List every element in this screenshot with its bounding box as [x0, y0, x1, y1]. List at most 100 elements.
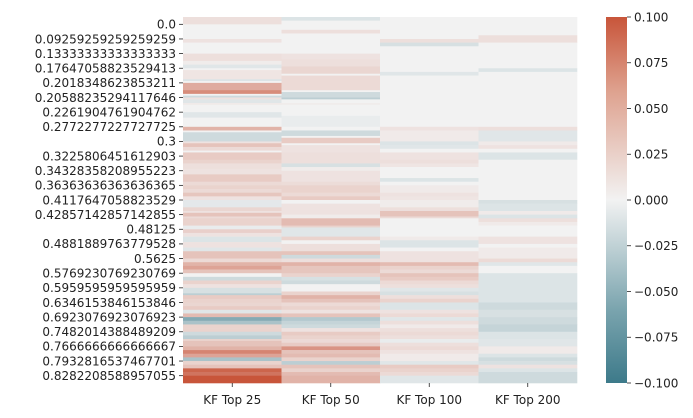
heatmap-cell-3-9 — [478, 130, 578, 142]
heatmap-cell-0-14 — [183, 95, 282, 98]
heatmap-cell-1-38 — [281, 227, 381, 237]
heatmap-cell-1-52 — [281, 291, 381, 296]
heatmap-cell-1-18 — [281, 126, 381, 131]
heatmap-cell-0-12 — [183, 90, 282, 95]
heatmap-cell-3-30 — [478, 302, 578, 311]
heatmap-cell-3-8 — [478, 126, 578, 131]
heatmap-cell-2-9 — [380, 130, 479, 142]
heatmap-cell-0-76 — [183, 350, 282, 355]
heatmap-cell-0-18 — [183, 104, 282, 113]
heatmap-cell-1-44 — [281, 258, 381, 263]
y-tick-label-11: 0.36363636363636365 — [35, 179, 176, 193]
heatmap-cell-1-40 — [281, 240, 381, 245]
heatmap-cell-1-22 — [281, 143, 381, 146]
heatmap-cell-2-29 — [380, 240, 479, 248]
heatmap-cell-1-66 — [281, 342, 381, 347]
heatmap-cell-0-10 — [183, 81, 282, 84]
heatmap-cell-2-58 — [380, 364, 479, 369]
heatmap-cell-1-9 — [281, 75, 381, 80]
heatmap-cell-0-59 — [183, 287, 282, 294]
heatmap-cell-0-5 — [183, 60, 282, 65]
x-tick-label-3: KF Top 200 — [495, 393, 561, 407]
heatmap-cell-3-20 — [478, 218, 578, 223]
heatmap-cell-0-54 — [183, 269, 282, 274]
heatmap-cell-3-15 — [478, 163, 578, 201]
heatmap-cell-0-74 — [183, 340, 282, 347]
heatmap-cell-1-42 — [281, 251, 381, 256]
heatmap-cell-0-29 — [183, 159, 282, 164]
heatmap-cell-3-10 — [478, 141, 578, 146]
heatmap-cell-1-68 — [281, 350, 381, 355]
y-tick-label-10: 0.34328358208955223 — [35, 164, 176, 178]
heatmap-cell-0-9 — [183, 79, 282, 82]
colorbar-tick-label-2: 0.050 — [634, 102, 668, 116]
heatmap-cell-2-34 — [380, 269, 479, 274]
y-tick-label-7: 0.2772277227727725 — [42, 120, 176, 134]
heatmap-cell-2-54 — [380, 346, 479, 351]
heatmap-cell-1-36 — [281, 218, 381, 226]
heatmap-cell-2-47 — [380, 320, 479, 325]
heatmap-cell-1-37 — [281, 225, 381, 228]
heatmap-cell-0-71 — [183, 331, 282, 336]
heatmap-cell-1-19 — [281, 130, 381, 137]
heatmap-cell-0-13 — [183, 93, 282, 96]
heatmap-cell-2-24 — [380, 210, 479, 217]
colorbar-tick-label-8: −0.100 — [634, 376, 678, 390]
heatmap-cell-0-81 — [183, 368, 282, 373]
colorbar-gradient — [606, 17, 627, 383]
heatmap-cell-2-8 — [380, 126, 479, 131]
heatmap-cell-1-11 — [281, 90, 381, 93]
heatmap-cell-0-3 — [183, 42, 282, 54]
heatmap-cell-2-36 — [380, 276, 479, 281]
heatmap-cell-2-37 — [380, 280, 479, 285]
heatmap-cell-0-61 — [183, 295, 282, 300]
heatmap-cell-0-17 — [183, 103, 282, 106]
heatmap-cell-0-58 — [183, 284, 282, 289]
colorbar-tick-label-1: 0.075 — [634, 56, 668, 70]
heatmap-cell-0-62 — [183, 298, 282, 303]
colorbar-tick-label-5: −0.025 — [634, 239, 678, 253]
heatmap-cell-3-3 — [478, 46, 578, 54]
heatmap-cell-2-13 — [380, 152, 479, 161]
heatmap-cell-2-56 — [380, 353, 479, 362]
heatmap-cell-0-26 — [183, 146, 282, 151]
x-tick-label-2: KF Top 100 — [396, 393, 462, 407]
heatmap-cell-1-16 — [281, 104, 381, 117]
heatmap-cell-1-20 — [281, 135, 381, 139]
heatmap-cell-3-35 — [478, 339, 578, 347]
heatmap-cell-0-53 — [183, 265, 282, 270]
heatmap-cell-1-75 — [281, 375, 381, 384]
heatmap-cell-1-71 — [281, 361, 381, 365]
heatmap-cell-1-69 — [281, 353, 381, 358]
heatmap-cell-1-26 — [281, 167, 381, 172]
heatmap-cell-0-50 — [183, 251, 282, 259]
heatmap-cell-2-39 — [380, 287, 479, 292]
heatmap-cell-0-19 — [183, 112, 282, 118]
heatmap-cell-2-32 — [380, 262, 479, 267]
heatmap-cell-0-38 — [183, 200, 282, 208]
heatmap-cell-0-55 — [183, 273, 282, 278]
heatmap-cell-2-10 — [380, 141, 479, 146]
heatmap-cell-0-33 — [183, 181, 282, 186]
heatmap-cell-0-40 — [183, 210, 282, 214]
heatmap-cell-2-52 — [380, 339, 479, 344]
heatmap-cell-0-68 — [183, 320, 282, 325]
heatmap-cell-0-31 — [183, 168, 282, 175]
heatmap-cell-2-48 — [380, 324, 479, 329]
heatmap-cell-2-18 — [380, 181, 479, 186]
heatmap-cell-1-21 — [281, 137, 381, 144]
heatmap-cell-0-52 — [183, 262, 282, 267]
heatmap-cell-3-5 — [478, 68, 578, 73]
x-axis: KF Top 25 KF Top 50 KF Top 100 KF Top 200 — [203, 383, 561, 407]
heatmap-cell-0-69 — [183, 324, 282, 329]
heatmap-cell-0-24 — [183, 141, 282, 144]
heatmap-cell-1-58 — [281, 313, 381, 318]
heatmap-cell-2-12 — [380, 148, 479, 153]
heatmap-cell-2-19 — [380, 185, 479, 193]
heatmap-cell-2-46 — [380, 317, 479, 322]
heatmap-cell-3-31 — [478, 309, 578, 318]
y-tick-label-5: 0.20588235294117646 — [35, 91, 176, 105]
heatmap-cell-1-12 — [281, 92, 381, 98]
heatmap-cell-1-15 — [281, 103, 381, 106]
heatmap-cell-0-79 — [183, 361, 282, 365]
